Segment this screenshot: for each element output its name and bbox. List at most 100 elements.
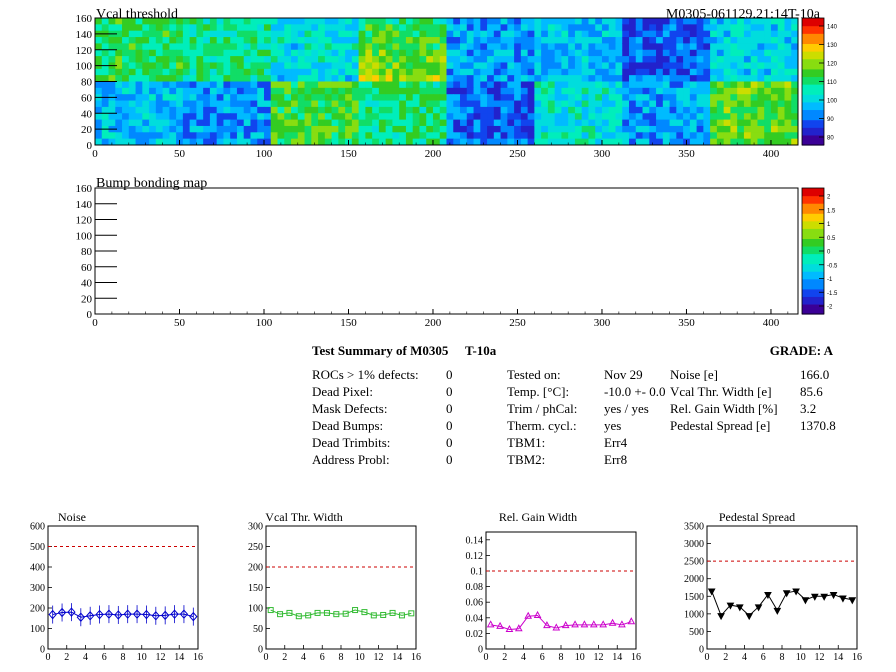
heatmap-cell <box>460 119 468 127</box>
y-tick-label: 0.12 <box>466 551 484 562</box>
heatmap-cell <box>108 75 116 82</box>
heatmap-cell <box>581 100 589 108</box>
heatmap-cell <box>588 30 596 38</box>
heatmap-cell <box>263 106 272 114</box>
heatmap-cell <box>236 94 245 102</box>
heatmap-cell <box>669 94 677 102</box>
palette-band <box>802 142 824 146</box>
heatmap-cell <box>453 56 461 63</box>
heatmap-cell <box>223 132 231 140</box>
heatmap-cell <box>378 113 387 121</box>
heatmap-cell <box>216 56 224 63</box>
heatmap-cell <box>716 94 725 102</box>
heatmap-cell <box>791 106 799 114</box>
heatmap-cell <box>419 49 427 57</box>
heatmap-cell <box>419 37 427 44</box>
heatmap-cell <box>101 56 110 63</box>
heatmap-cell <box>142 18 150 25</box>
heatmap-cell <box>696 106 704 114</box>
heatmap-cell <box>182 106 191 114</box>
heatmap-cell <box>149 43 157 51</box>
heatmap-cell <box>493 37 502 44</box>
heatmap-cell <box>230 62 238 70</box>
defect-value: 0 <box>446 401 453 416</box>
heatmap-cell <box>365 138 373 146</box>
heatmap-cell <box>399 106 407 114</box>
heatmap-cell <box>263 125 272 133</box>
heatmap-cell <box>263 119 272 127</box>
heatmap-cell <box>588 75 596 82</box>
heatmap-cell <box>500 24 508 32</box>
heatmap-cell <box>223 106 231 114</box>
heatmap-cell <box>142 94 150 102</box>
heatmap-cell <box>689 56 698 63</box>
heatmap-cell <box>757 125 765 133</box>
heatmap-cell <box>399 56 407 63</box>
heatmap-cell <box>676 68 684 76</box>
heatmap-cell <box>656 138 664 146</box>
heatmap-cell <box>683 125 691 133</box>
heatmap-cell <box>635 138 644 146</box>
heatmap-cell <box>588 106 596 114</box>
heatmap-cell <box>169 62 177 70</box>
heatmap-cell <box>358 119 366 127</box>
heatmap-cell <box>365 87 373 95</box>
heatmap-cell <box>487 24 495 32</box>
heatmap-cell <box>439 37 447 44</box>
heatmap-cell <box>236 75 245 82</box>
heatmap-cell <box>311 56 319 63</box>
heatmap-cell <box>696 75 704 82</box>
heatmap-cell <box>297 81 306 89</box>
palette-band <box>802 238 824 242</box>
heatmap-cell <box>176 125 184 133</box>
heatmap-cell <box>372 56 380 63</box>
heatmap-cell <box>297 30 306 38</box>
heatmap-cell <box>203 68 211 76</box>
heatmap-cell <box>149 94 157 102</box>
heatmap-cell <box>561 43 569 51</box>
heatmap-cell <box>662 37 671 44</box>
heatmap-cell <box>608 62 616 70</box>
heatmap-cell <box>405 18 414 25</box>
heatmap-cell <box>527 125 535 133</box>
y-tick-label: 3000 <box>684 539 704 550</box>
heatmap-cell <box>791 113 799 121</box>
heatmap-cell <box>642 100 650 108</box>
heatmap-cell <box>460 132 468 140</box>
heatmap-cell <box>345 18 353 25</box>
heatmap-cell <box>304 75 312 82</box>
heatmap-cell <box>568 30 576 38</box>
heatmap-cell <box>743 75 752 82</box>
heatmap-cell <box>750 18 758 25</box>
heatmap-cell <box>770 18 779 25</box>
heatmap-cell <box>446 87 454 95</box>
heatmap-cell <box>757 30 765 38</box>
heatmap-cell <box>487 138 495 146</box>
heatmap-cell <box>460 18 468 25</box>
heatmap-cell <box>716 43 725 51</box>
heatmap-cell <box>270 37 279 44</box>
heatmap-cell <box>345 49 353 57</box>
heatmap-cell <box>466 68 475 76</box>
heatmap-cell <box>162 49 170 57</box>
heatmap-cell <box>629 37 637 44</box>
heatmap-cell <box>108 132 116 140</box>
heatmap-cell <box>182 125 191 133</box>
defect-label: Dead Bumps: <box>312 418 383 433</box>
heatmap-cell <box>345 125 353 133</box>
heatmap-cell <box>473 37 481 44</box>
heatmap-cell <box>149 132 157 140</box>
heatmap-cell <box>135 24 143 32</box>
heatmap-cell <box>601 106 610 114</box>
heatmap-cell <box>358 138 366 146</box>
heatmap-cell <box>737 100 745 108</box>
heatmap-cell <box>764 56 772 63</box>
heatmap-cell <box>554 119 562 127</box>
heatmap-cell <box>284 106 292 114</box>
palette-band <box>802 306 824 310</box>
heatmap-cell <box>683 119 691 127</box>
heatmap-cell <box>480 94 488 102</box>
heatmap-cell <box>669 138 677 146</box>
vcal-threshold-cells <box>95 18 799 146</box>
x-tick-label: 250 <box>509 148 526 160</box>
